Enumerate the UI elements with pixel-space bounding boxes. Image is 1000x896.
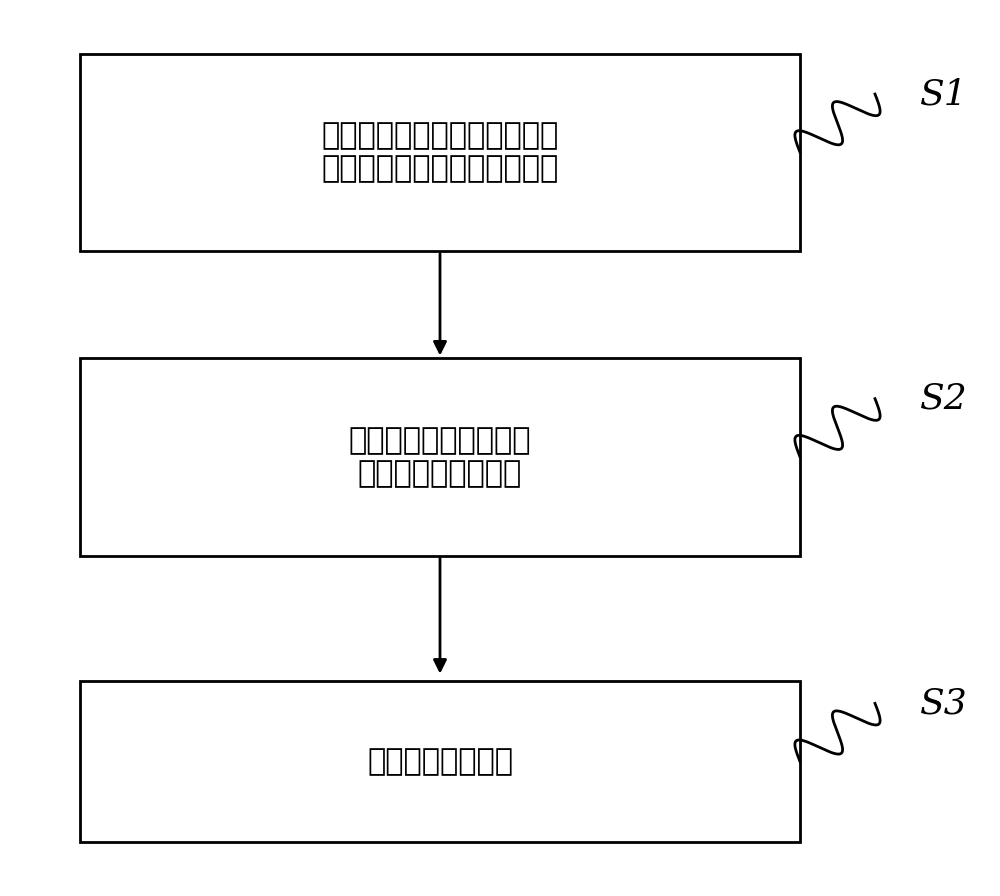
FancyBboxPatch shape [80, 681, 800, 842]
FancyBboxPatch shape [80, 54, 800, 251]
Text: S1: S1 [920, 77, 968, 111]
Text: 对子载波分配比特: 对子载波分配比特 [367, 747, 513, 776]
Text: 获取用户信道增益，得到各个
用户之间的速率比例约束矩阵: 获取用户信道增益，得到各个 用户之间的速率比例约束矩阵 [321, 121, 559, 184]
FancyBboxPatch shape [80, 358, 800, 556]
Text: S2: S2 [920, 382, 968, 416]
Text: S3: S3 [920, 686, 968, 720]
Text: 根据速率比例约束矩阵
将子载波分配给用户: 根据速率比例约束矩阵 将子载波分配给用户 [349, 426, 531, 488]
